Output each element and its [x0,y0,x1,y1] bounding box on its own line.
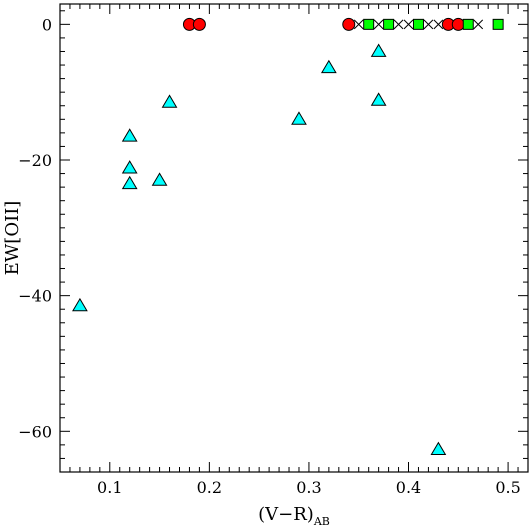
x-tick-label: 0.2 [197,478,222,497]
x-axis-ticks: 0.1 0.2 0.3 0.4 0.5 [59,4,529,497]
triangle-point [72,297,88,312]
triangle-point [430,441,447,456]
cross-point [403,19,414,30]
triangle-point [121,128,138,142]
cross-point [353,19,364,30]
cross-stroke [373,19,384,30]
x-tick-label: 0.4 [396,478,421,497]
x-axis-title-subscript: AB [313,515,330,528]
data-marks [72,17,504,456]
plot-frame [59,3,529,473]
y-tick-label: −40 [18,287,52,306]
x-tick-label: 0.3 [296,478,321,497]
y-tick-label: −20 [18,151,52,170]
y-axis-title: EW[OII] [2,201,23,276]
square-point [412,18,424,30]
y-tick-label: −60 [18,422,52,441]
y-tick-label: 0 [42,15,52,34]
square-point [383,18,395,30]
circle-point [342,17,356,31]
triangle-point [291,111,307,125]
triangle-point [121,175,138,190]
cross-point [393,19,404,30]
square-point [363,18,375,30]
triangle-point [151,172,168,186]
triangle-point [161,94,178,108]
square-point [492,18,504,30]
y-axis-ticks: 0 −20 −40 −60 [18,10,528,459]
x-tick-label: 0.1 [97,478,122,497]
circle-point [451,17,465,31]
cross-point [423,19,434,30]
cross-point [373,19,384,30]
square-point [462,18,474,30]
cross-point [433,19,444,30]
cross-stroke [423,19,434,30]
triangle-point [370,43,387,57]
cross-stroke [353,19,364,30]
cross-stroke [403,19,414,30]
cross-point [473,19,484,30]
x-tick-label: 0.5 [495,478,520,497]
x-axis-title: (V−R)AB [258,504,330,528]
triangle-point [121,160,138,174]
triangle-point [370,92,387,106]
triangle-point [320,59,337,74]
cross-stroke [433,19,444,30]
cross-stroke [473,19,484,30]
x-axis-title-main: (V−R) [258,504,314,525]
circle-point [192,17,206,31]
cross-stroke [393,19,404,30]
